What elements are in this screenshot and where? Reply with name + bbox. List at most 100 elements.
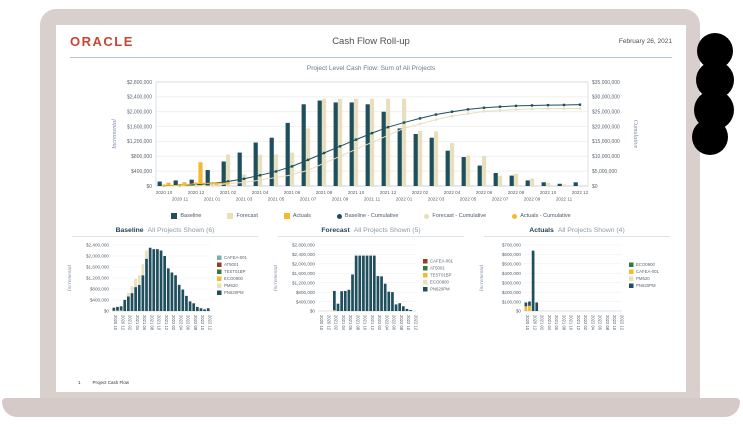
baseline-mini-chart[interactable]: Baseline All Projects Shown (6) $0 $400,00… <box>62 227 268 349</box>
legend-marker-icon <box>512 213 518 219</box>
svg-text:Incremental: Incremental <box>273 264 279 292</box>
stacked-bar-segment <box>354 255 358 311</box>
stacked-bar-segment <box>531 250 535 311</box>
svg-text:2022 10: 2022 10 <box>200 315 205 331</box>
forecast-bar <box>226 154 231 186</box>
forecast-bar <box>274 154 279 186</box>
svg-text:2021 04: 2021 04 <box>135 315 140 331</box>
forecast-bar <box>322 98 327 186</box>
legend-swatch-icon <box>423 259 428 264</box>
svg-text:2021 10: 2021 10 <box>569 315 574 331</box>
forecast-bar <box>402 98 407 186</box>
baseline-bar <box>557 183 562 186</box>
svg-text:2022 10: 2022 10 <box>540 190 557 195</box>
stacked-bar-segment <box>141 275 145 311</box>
svg-text:$5,000,000: $5,000,000 <box>592 169 617 175</box>
stacked-bar-segment <box>199 308 203 311</box>
forecast-chart-title: Forecast All Projects Shown (5) <box>278 227 464 237</box>
svg-text:$20,000,000: $20,000,000 <box>592 124 620 130</box>
baseline-bar <box>301 104 306 186</box>
forecast-bar <box>482 156 487 186</box>
forecast-bar <box>306 128 311 186</box>
svg-text:2022 01: 2022 01 <box>396 197 413 202</box>
baseline-bar <box>205 170 210 186</box>
baseline-subtitle: All Projects Shown (6) <box>147 227 215 234</box>
svg-text:$300,000: $300,000 <box>502 280 522 285</box>
svg-text:2020 12: 2020 12 <box>188 190 205 195</box>
svg-text:Cumulative: Cumulative <box>632 120 639 149</box>
stacked-bar-segment <box>116 306 119 311</box>
stacked-bar-segment <box>152 249 156 311</box>
forecast-bar <box>450 142 455 186</box>
stacked-bar-segment <box>188 301 192 311</box>
stacked-bar-segment <box>528 301 531 306</box>
svg-text:$700,000: $700,000 <box>502 243 522 248</box>
forecast-bar <box>546 182 551 186</box>
baseline-bar <box>221 161 226 186</box>
svg-text:$1,200,000: $1,200,000 <box>86 276 109 281</box>
legend-swatch-icon <box>283 213 290 219</box>
legend-swatch-icon <box>629 269 634 274</box>
svg-text:$15,000,000: $15,000,000 <box>592 139 620 145</box>
legend-swatch-icon <box>423 266 428 271</box>
svg-text:Incremental: Incremental <box>479 264 485 292</box>
legend-swatch-icon <box>171 213 178 219</box>
forecast-bar <box>514 173 519 186</box>
stacked-bar-segment <box>535 302 539 311</box>
forecast-bar <box>530 178 535 186</box>
forecast-mini-chart[interactable]: Forecast All Projects Shown (5) $0 $400,00… <box>268 227 474 349</box>
baseline-bar <box>477 165 482 186</box>
baseline-bar <box>381 111 386 186</box>
stacked-bar-segment <box>391 292 394 311</box>
forecast-bar <box>258 154 263 186</box>
legend-swatch-icon <box>217 269 222 274</box>
svg-text:$1,200,000: $1,200,000 <box>292 280 315 285</box>
svg-text:2022 02: 2022 02 <box>377 315 382 331</box>
svg-text:$1,200,000: $1,200,000 <box>127 139 152 145</box>
svg-text:2022 12: 2022 12 <box>207 315 212 331</box>
actuals-title-label: Actuals <box>529 227 554 234</box>
svg-text:PN620PM: PN620PM <box>224 290 244 295</box>
svg-text:ECO0900: ECO0900 <box>636 262 655 267</box>
main-cash-flow-chart[interactable]: $0 $400,000 $800,000 $1,200,000 $1,600,000 $2… <box>70 74 672 212</box>
svg-text:$2,000,000: $2,000,000 <box>86 254 109 259</box>
stacked-bar-segment <box>351 274 354 311</box>
stacked-bar-segment <box>185 295 188 311</box>
svg-text:2022 04: 2022 04 <box>178 315 183 331</box>
svg-text:2022 04: 2022 04 <box>384 315 389 331</box>
stacked-bar-segment <box>409 310 412 311</box>
forecast-bar <box>498 175 503 186</box>
svg-text:TEST01BP: TEST01BP <box>224 269 246 274</box>
forecast-chart-svg[interactable]: $0 $400,000 $800,000 $1,200,000 $1,600,000 $2… <box>268 237 474 349</box>
forecast-bar <box>418 131 423 186</box>
baseline-bar <box>285 122 290 186</box>
stacked-bar-segment <box>380 276 383 311</box>
svg-text:$10,000,000: $10,000,000 <box>592 154 620 160</box>
stacked-bar-segment <box>405 308 409 311</box>
mini-charts-row: Baseline All Projects Shown (6) $0 $400,00… <box>62 227 680 349</box>
stacked-bar-segment <box>358 255 362 311</box>
svg-text:2021 10: 2021 10 <box>157 315 162 331</box>
stacked-bar-segment <box>365 255 369 311</box>
svg-text:$800,000: $800,000 <box>90 287 110 292</box>
stacked-bar-segment <box>127 296 130 311</box>
svg-text:2022 08: 2022 08 <box>193 315 198 331</box>
stacked-bar-segment <box>203 309 206 311</box>
actuals-mini-chart[interactable]: Actuals All Projects Shown (4) $0 $100,000… <box>474 227 680 349</box>
header-divider <box>70 57 672 58</box>
baseline-title-label: Baseline <box>115 227 144 234</box>
baseline-bar <box>461 157 466 186</box>
stacked-bar-segment <box>134 287 137 311</box>
svg-text:2022 12: 2022 12 <box>572 190 589 195</box>
svg-text:2022 02: 2022 02 <box>583 315 588 331</box>
stacked-bar-segment <box>123 299 127 300</box>
svg-text:$2,400,000: $2,400,000 <box>86 243 109 248</box>
actuals-chart-svg[interactable]: $0 $100,000 $200,000 $300,000 $400,000 $500,0… <box>474 237 680 349</box>
baseline-chart-svg[interactable]: $0 $400,000 $800,000 $1,200,000 $1,600,000 $2… <box>62 237 268 349</box>
forecast-bar <box>466 155 471 186</box>
svg-text:2020 12: 2020 12 <box>532 315 537 331</box>
forecast-bar <box>434 131 439 186</box>
stacked-bar-segment <box>333 290 336 311</box>
baseline-chart-title: Baseline All Projects Shown (6) <box>72 227 258 237</box>
stacked-bar-segment <box>524 306 528 311</box>
